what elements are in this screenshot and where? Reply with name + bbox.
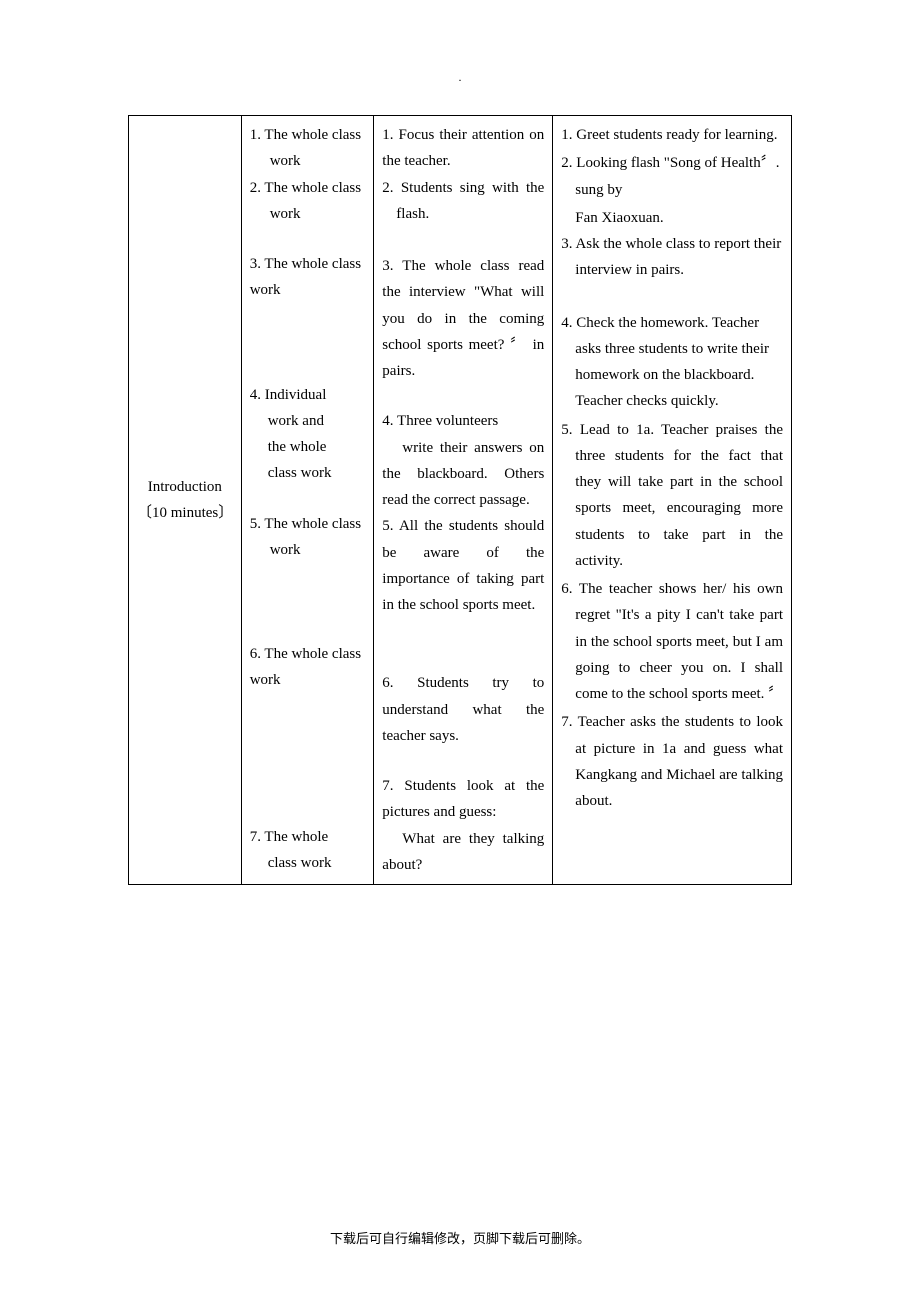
student-item: 5. All the students should be aware of t… [382,513,544,618]
lesson-plan-table: Introduction 〔10 minutes〕 1. The whole c… [128,115,792,885]
teacher-item-cont: Fan Xiaoxuan. [561,205,783,231]
interaction-cell: 1. The whole class work 2. The whole cla… [241,116,374,885]
student-item: 1. Focus their attention on the teacher. [382,122,544,175]
student-item: 6. Students try to understand what the t… [382,670,544,749]
interaction-item: 7. The whole class work [250,824,366,877]
interaction-item: 1. The whole class work [250,122,366,175]
teacher-item: 3. Ask the whole class to report their i… [561,231,783,284]
interaction-line: 4. Individual [250,382,366,408]
table-row: Introduction 〔10 minutes〕 1. The whole c… [129,116,792,885]
interaction-item: 4. Individual work and the whole class w… [250,382,366,487]
teacher-cell: 1. Greet students ready for learning. 2.… [553,116,792,885]
teacher-item: 6. The teacher shows her/ his own regret… [561,576,783,707]
student-item: 4. Three volunteers [382,408,544,434]
interaction-item: 3. The whole class work [250,251,366,304]
teacher-item: 2. Looking flash "Song of Health〞. sung … [561,150,783,203]
interaction-item: 5. The whole class work [250,511,366,564]
page-footer: 下载后可自行编辑修改，页脚下载后可删除。 [0,1228,920,1247]
header-mark: . [0,0,920,85]
student-item: 2. Students sing with the flash. [382,175,544,228]
interaction-item: 2. The whole class work [250,175,366,228]
student-item: 7. Students look at the pictures and gue… [382,773,544,826]
teacher-item: 1. Greet students ready for learning. [561,122,783,148]
student-item-cont: What are they talking about? [382,826,544,879]
teacher-item: 5. Lead to 1a. Teacher praises the three… [561,417,783,575]
lesson-table-container: Introduction 〔10 minutes〕 1. The whole c… [128,115,792,885]
student-cell: 1. Focus their attention on the teacher.… [374,116,553,885]
teacher-item: 4. Check the homework. Teacher asks thre… [561,310,783,415]
stage-cell: Introduction 〔10 minutes〕 [129,116,242,885]
stage-label-1: Introduction [137,474,233,500]
interaction-item: 6. The whole class work [250,641,366,694]
interaction-line: the whole [250,434,366,460]
student-item-cont: write their answers on the blackboard. O… [382,435,544,514]
teacher-item: 7. Teacher asks the students to look at … [561,709,783,814]
interaction-line: work and [250,408,366,434]
student-item: 3. The whole class read the interview "W… [382,253,544,384]
stage-label-2: 〔10 minutes〕 [137,500,233,526]
interaction-line: 7. The whole [250,824,366,850]
interaction-line: class work [250,850,366,876]
interaction-line: class work [250,460,366,486]
